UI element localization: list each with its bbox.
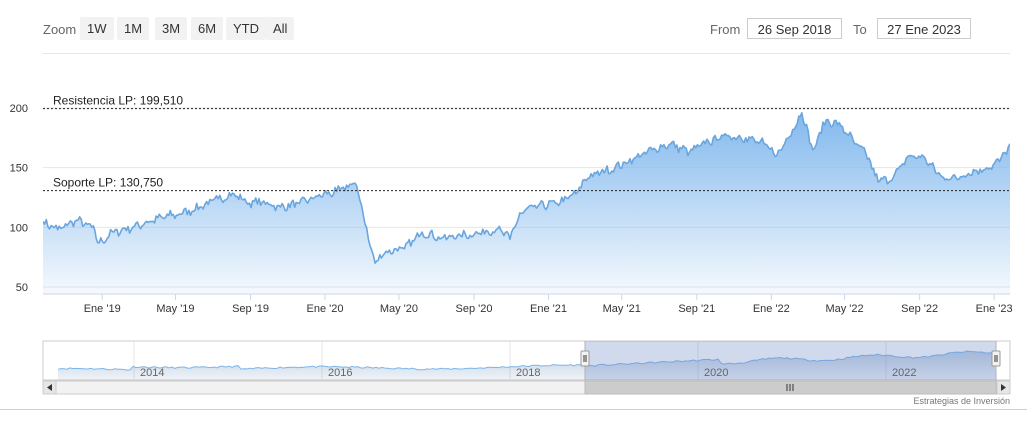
navigator-right-handle[interactable] xyxy=(991,350,1001,367)
navigator-area xyxy=(58,351,996,380)
x-tick-label: Sep '21 xyxy=(678,303,715,315)
y-tick-label: 50 xyxy=(16,282,28,294)
y-tick-label: 200 xyxy=(10,103,28,115)
zoom-3m-button[interactable]: 3M xyxy=(155,17,188,40)
navigator-tick-label: 2020 xyxy=(704,367,728,379)
to-label: To xyxy=(853,22,867,37)
scrollbar[interactable] xyxy=(42,380,1011,395)
scroll-left-arrow-icon xyxy=(47,384,52,391)
x-tick-label: Ene '22 xyxy=(753,303,790,315)
from-date-input[interactable]: 26 Sep 2018 xyxy=(747,18,842,39)
x-axis: Ene '19 May '19 Sep '19 Ene '20 May '20 Sep '… xyxy=(43,293,1013,315)
navigator-line xyxy=(57,350,995,371)
x-tick-label: May '21 xyxy=(603,303,641,315)
price-area xyxy=(43,112,1010,294)
navigator[interactable]: 2014 2016 2018 2020 2022 xyxy=(42,340,1011,381)
to-date-input[interactable]: 27 Ene 2023 xyxy=(877,18,971,39)
scrollbar-thumb[interactable] xyxy=(584,380,997,395)
y-axis: 50 100 150 200 xyxy=(10,103,28,294)
x-tick-label: Ene '21 xyxy=(530,303,567,315)
x-tick-label: Ene '23 xyxy=(976,303,1013,315)
x-tick-label: Sep '19 xyxy=(232,303,269,315)
x-tick-label: Ene '19 xyxy=(84,303,121,315)
from-label: From xyxy=(710,22,741,37)
header-divider xyxy=(43,53,1010,54)
credit-text[interactable]: Estrategias de Inversión xyxy=(913,396,1010,406)
plot-lines: Resistencia LP: 199,510 Soporte LP: 130,7… xyxy=(43,94,1010,192)
x-tick-label: May '22 xyxy=(825,303,863,315)
x-tick-label: Ene '20 xyxy=(307,303,344,315)
navigator-tick-label: 2014 xyxy=(140,367,164,379)
y-tick-label: 100 xyxy=(10,222,28,234)
navigator-tick-label: 2016 xyxy=(328,367,352,379)
x-tick-label: May '19 xyxy=(156,303,194,315)
zoom-ytd-button[interactable]: YTD xyxy=(226,17,266,40)
zoom-all-button[interactable]: All xyxy=(266,17,295,40)
navigator-tick-label: 2018 xyxy=(516,367,540,379)
scroll-right-arrow-icon xyxy=(1001,384,1006,391)
x-tick-label: Sep '20 xyxy=(456,303,493,315)
footer-divider xyxy=(0,409,1027,410)
price-line xyxy=(43,112,1010,264)
navigator-selection[interactable] xyxy=(585,341,996,380)
navigator-tick-label: 2022 xyxy=(892,367,916,379)
plot-line-label: Soporte LP: 130,750 xyxy=(53,176,163,190)
x-tick-label: Sep '22 xyxy=(901,303,938,315)
zoom-1w-button[interactable]: 1W xyxy=(80,17,114,40)
zoom-label: Zoom xyxy=(43,22,77,37)
x-tick-label: May '20 xyxy=(380,303,418,315)
range-selector: Zoom 1W 1M 3M 6M YTD All From 26 Sep 201… xyxy=(0,0,1027,50)
y-tick-label: 150 xyxy=(10,163,28,175)
zoom-1m-button[interactable]: 1M xyxy=(117,17,150,40)
price-series xyxy=(43,112,1010,294)
plot-line-label: Resistencia LP: 199,510 xyxy=(53,94,183,108)
zoom-6m-button[interactable]: 6M xyxy=(191,17,224,40)
navigator-left-handle[interactable] xyxy=(580,350,590,367)
